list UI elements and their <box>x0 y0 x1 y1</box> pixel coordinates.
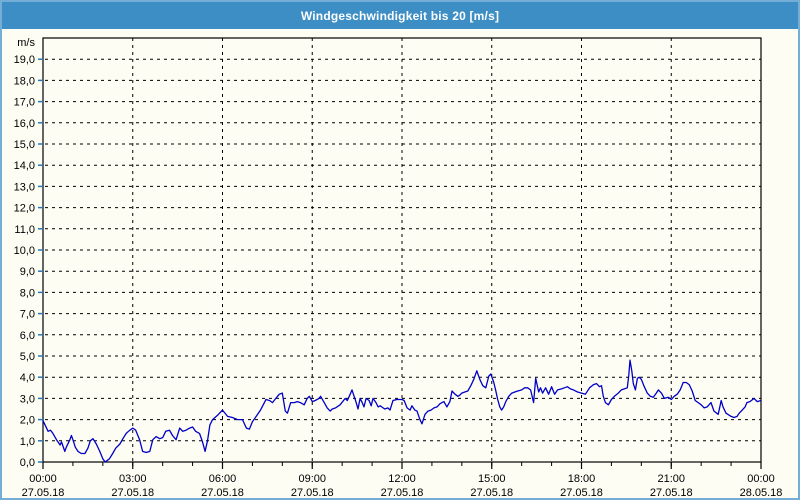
x-tick-date: 27.05.18 <box>560 487 603 498</box>
y-tick-label: 18,0 <box>14 75 35 87</box>
wind-speed-line <box>42 359 762 463</box>
chart-title: Windgeschwindigkeit bis 20 [m/s] <box>300 8 500 23</box>
x-tick-date: 27.05.18 <box>291 487 334 498</box>
y-tick-label: 10,0 <box>14 245 35 257</box>
x-tick-date: 27.05.18 <box>22 487 65 498</box>
title-bar: Windgeschwindigkeit bis 20 [m/s] <box>2 2 798 29</box>
gridlines <box>45 38 761 461</box>
x-tick-time: 15:00 <box>478 473 506 485</box>
y-tick-label: 5,0 <box>20 351 35 363</box>
y-tick-label: 9,0 <box>20 266 35 278</box>
y-tick-label: 12,0 <box>14 203 35 215</box>
x-tick-date: 27.05.18 <box>201 487 244 498</box>
x-tick-date: 27.05.18 <box>381 487 424 498</box>
y-tick-label: 0,0 <box>20 457 35 469</box>
x-tick-time: 00:00 <box>747 473 775 485</box>
axes <box>38 37 762 469</box>
y-tick-label: 1,0 <box>20 436 35 448</box>
y-tick-label: 6,0 <box>20 330 35 342</box>
y-tick-label: 4,0 <box>20 372 35 384</box>
x-tick-date: 27.05.18 <box>470 487 513 498</box>
x-tick-time: 06:00 <box>209 473 237 485</box>
axis-labels: 0,0 1,0 2,0 3,0 4,0 5,0 6,0 7,0 8,0 9,0 10,0 11,0 12… <box>14 37 783 498</box>
y-tick-label: 15,0 <box>14 139 35 151</box>
x-tick-time: 12:00 <box>388 473 416 485</box>
wind-speed-chart: 0,0 1,0 2,0 3,0 4,0 5,0 6,0 7,0 8,0 9,0 10,0 11,0 12… <box>14 37 783 498</box>
y-tick-label: 3,0 <box>20 393 35 405</box>
y-tick-label: 7,0 <box>20 309 35 321</box>
x-tick-time: 18:00 <box>568 473 596 485</box>
x-tick-time: 09:00 <box>298 473 326 485</box>
x-tick-time: 00:00 <box>29 473 57 485</box>
x-tick-date: 27.05.18 <box>111 487 154 498</box>
x-tick-date: 27.05.18 <box>650 487 693 498</box>
y-axis-unit: m/s <box>17 37 35 49</box>
y-tick-label: 11,0 <box>14 224 35 236</box>
y-tick-label: 13,0 <box>14 181 35 193</box>
y-tick-label: 14,0 <box>14 160 35 172</box>
x-tick-date: 28.05.18 <box>740 487 783 498</box>
y-tick-label: 17,0 <box>14 97 35 109</box>
y-tick-label: 16,0 <box>14 118 35 130</box>
x-tick-time: 03:00 <box>119 473 147 485</box>
y-tick-label: 2,0 <box>20 415 35 427</box>
y-tick-label: 8,0 <box>20 287 35 299</box>
y-tick-label: 19,0 <box>14 54 35 66</box>
x-tick-time: 21:00 <box>657 473 685 485</box>
